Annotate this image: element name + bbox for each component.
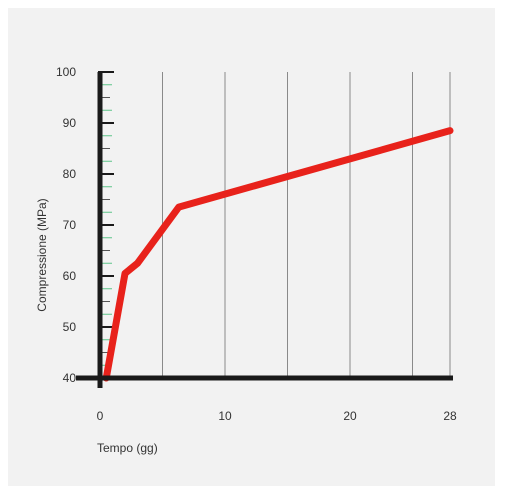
line-chart: 40 50 60 70 80 90 100 0 10 20 28 Tempo (gg) Compr… <box>35 65 457 455</box>
grid-lines <box>162 72 451 378</box>
x-tick-label-10: 10 <box>218 409 232 423</box>
y-tick-label-60: 60 <box>63 269 77 283</box>
x-tick-label-20: 20 <box>343 409 357 423</box>
x-tick-label-0: 0 <box>97 409 104 423</box>
y-tick-label-50: 50 <box>63 320 77 334</box>
axes <box>76 72 453 388</box>
y-axis-title: Compressione (MPa) <box>35 198 49 311</box>
y-tick-label-100: 100 <box>56 65 76 79</box>
y-tick-label-40: 40 <box>63 371 77 385</box>
series-line-0 <box>102 127 454 382</box>
y-tick-labels: 40 50 60 70 80 90 100 <box>56 65 76 385</box>
chart-frame: 40 50 60 70 80 90 100 0 10 20 28 Tempo (gg) Compr… <box>8 8 495 486</box>
y-tick-label-70: 70 <box>63 218 77 232</box>
x-tick-labels: 0 10 20 28 <box>97 409 457 423</box>
y-tick-label-90: 90 <box>63 116 77 130</box>
x-axis-title: Tempo (gg) <box>97 441 158 455</box>
y-tick-label-80: 80 <box>63 167 77 181</box>
series-group <box>102 127 454 382</box>
x-tick-label-28: 28 <box>443 409 457 423</box>
